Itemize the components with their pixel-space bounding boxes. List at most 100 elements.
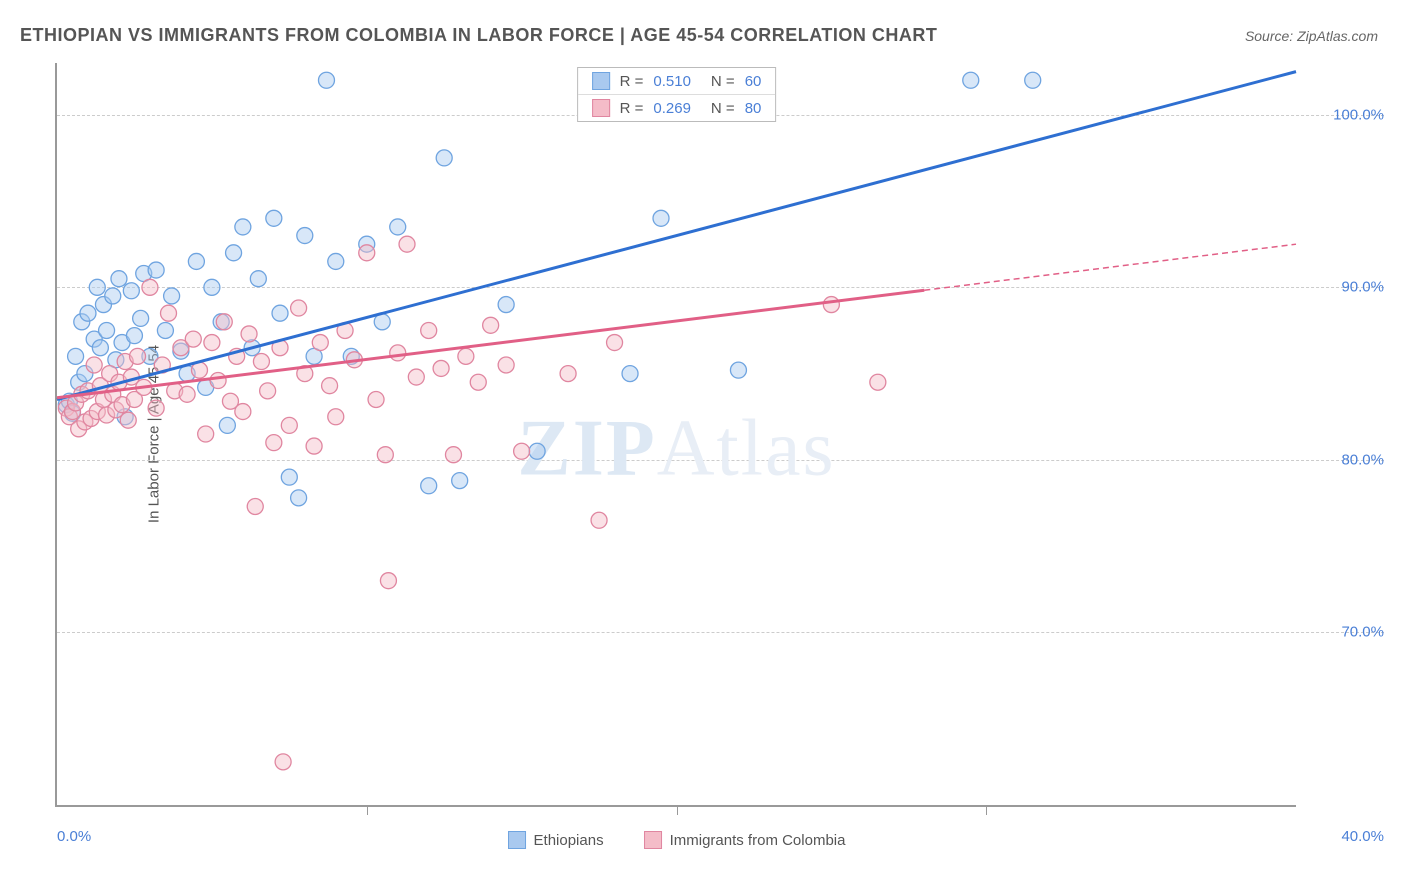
data-point	[250, 271, 266, 287]
stats-legend-row: R =0.510N =60	[578, 68, 776, 95]
data-point	[529, 443, 545, 459]
data-point	[272, 305, 288, 321]
plot-area: In Labor Force | Age 45-54 ZIPAtlas R =0…	[55, 63, 1296, 807]
data-point	[328, 253, 344, 269]
data-point	[281, 417, 297, 433]
data-point	[452, 473, 468, 489]
data-point	[148, 262, 164, 278]
data-point	[204, 279, 220, 295]
y-tick-label: 70.0%	[1304, 624, 1384, 641]
data-point	[226, 245, 242, 261]
data-point	[219, 417, 235, 433]
data-point	[408, 369, 424, 385]
data-point	[870, 374, 886, 390]
data-point	[198, 426, 214, 442]
source-label: Source: ZipAtlas.com	[1245, 28, 1378, 44]
x-tick-label: 40.0%	[1341, 828, 1384, 845]
data-point	[607, 335, 623, 351]
r-prefix: R =	[620, 100, 644, 117]
data-point	[241, 326, 257, 342]
data-point	[1025, 72, 1041, 88]
legend-swatch	[644, 831, 662, 849]
data-point	[306, 438, 322, 454]
data-point	[470, 374, 486, 390]
data-point	[653, 210, 669, 226]
data-point	[99, 322, 115, 338]
r-prefix: R =	[620, 73, 644, 90]
data-point	[216, 314, 232, 330]
data-point	[291, 300, 307, 316]
stats-legend: R =0.510N =60R =0.269N =80	[577, 67, 777, 122]
data-point	[380, 573, 396, 589]
data-point	[312, 335, 328, 351]
chart-title: ETHIOPIAN VS IMMIGRANTS FROM COLOMBIA IN…	[20, 25, 937, 46]
data-point	[498, 357, 514, 373]
data-point	[483, 317, 499, 333]
data-point	[390, 219, 406, 235]
data-point	[253, 354, 269, 370]
data-point	[89, 279, 105, 295]
data-point	[142, 279, 158, 295]
n-prefix: N =	[711, 100, 735, 117]
data-point	[260, 383, 276, 399]
y-tick-label: 80.0%	[1304, 451, 1384, 468]
series-legend-item: Ethiopians	[508, 831, 604, 849]
data-point	[123, 283, 139, 299]
x-tick	[677, 805, 678, 815]
data-point	[275, 754, 291, 770]
data-point	[130, 348, 146, 364]
data-point	[318, 72, 334, 88]
legend-swatch	[592, 72, 610, 90]
data-point	[359, 245, 375, 261]
data-point	[377, 447, 393, 463]
data-point	[498, 297, 514, 313]
data-point	[185, 331, 201, 347]
series-label: Immigrants from Colombia	[670, 832, 846, 849]
data-point	[433, 360, 449, 376]
n-value: 60	[745, 73, 762, 90]
data-point	[963, 72, 979, 88]
x-tick	[986, 805, 987, 815]
data-point	[164, 288, 180, 304]
data-point	[730, 362, 746, 378]
data-point	[210, 373, 226, 389]
svg-layer	[57, 63, 1296, 805]
y-tick-label: 90.0%	[1304, 279, 1384, 296]
data-point	[247, 498, 263, 514]
data-point	[322, 378, 338, 394]
y-tick-label: 100.0%	[1304, 106, 1384, 123]
data-point	[126, 328, 142, 344]
data-point	[148, 400, 164, 416]
data-point	[390, 345, 406, 361]
series-legend-item: Immigrants from Colombia	[644, 831, 846, 849]
data-point	[111, 271, 127, 287]
data-point	[120, 412, 136, 428]
data-point	[421, 322, 437, 338]
data-point	[297, 228, 313, 244]
data-point	[458, 348, 474, 364]
data-point	[179, 386, 195, 402]
data-point	[188, 253, 204, 269]
data-point	[560, 366, 576, 382]
trend-line-extrapolated	[924, 244, 1296, 290]
data-point	[421, 478, 437, 494]
data-point	[204, 335, 220, 351]
data-point	[266, 435, 282, 451]
data-point	[445, 447, 461, 463]
legend-swatch	[508, 831, 526, 849]
n-value: 80	[745, 100, 762, 117]
data-point	[514, 443, 530, 459]
data-point	[436, 150, 452, 166]
data-point	[161, 305, 177, 321]
data-point	[328, 409, 344, 425]
n-prefix: N =	[711, 73, 735, 90]
x-tick-label: 0.0%	[57, 828, 91, 845]
data-point	[92, 340, 108, 356]
data-point	[157, 322, 173, 338]
data-point	[399, 236, 415, 252]
data-point	[823, 297, 839, 313]
data-point	[133, 310, 149, 326]
data-point	[368, 391, 384, 407]
legend-swatch	[592, 99, 610, 117]
data-point	[266, 210, 282, 226]
